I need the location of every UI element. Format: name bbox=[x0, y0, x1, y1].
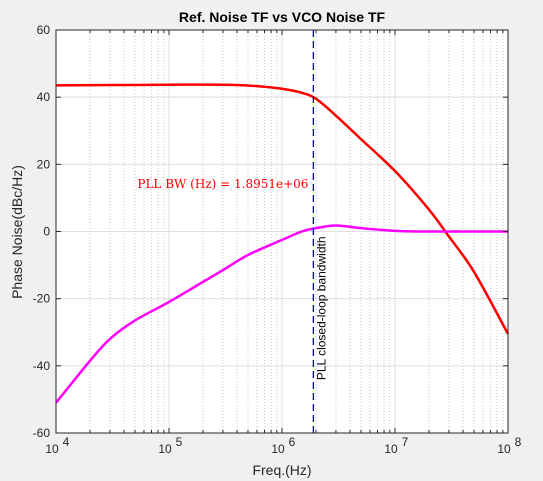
x-tick-label: 10 bbox=[384, 442, 398, 456]
x-tick-label: 10 bbox=[271, 442, 285, 456]
x-tick-exponent: 8 bbox=[515, 435, 522, 449]
y-tick-label: -40 bbox=[33, 359, 51, 373]
x-tick-label: 10 bbox=[158, 442, 172, 456]
y-tick-label: 40 bbox=[37, 90, 51, 104]
y-tick-labels: -60 -40 -20 0 20 40 60 bbox=[33, 23, 51, 440]
tick-marks bbox=[55, 29, 509, 434]
x-tick-label: 10 bbox=[497, 442, 511, 456]
x-tick-exponent: 4 bbox=[63, 435, 70, 449]
y-tick-label: 20 bbox=[37, 157, 51, 171]
x-axis-label: Freq.(Hz) bbox=[252, 462, 311, 478]
y-tick-label: 60 bbox=[37, 23, 51, 37]
x-tick-exponent: 5 bbox=[176, 435, 183, 449]
vco-noise-tf-line bbox=[55, 224, 509, 404]
x-tick-label: 10 bbox=[45, 442, 59, 456]
ref-noise-tf-line bbox=[55, 83, 510, 335]
pll-bw-annotation: PLL BW (Hz) = 1.8951e+06 bbox=[137, 177, 308, 191]
pll-bandwidth-label: PLL closed-loop bandwidth bbox=[314, 237, 328, 381]
series-layer bbox=[55, 83, 510, 404]
chart-title: Ref. Noise TF vs VCO Noise TF bbox=[179, 9, 386, 25]
x-tick-exponent: 7 bbox=[402, 435, 409, 449]
y-tick-label: 0 bbox=[43, 225, 50, 239]
x-tick-labels: 10 4 10 5 10 6 10 7 10 8 bbox=[45, 435, 521, 456]
x-tick-exponent: 6 bbox=[289, 435, 296, 449]
y-tick-label: -60 bbox=[33, 426, 51, 440]
y-tick-label: -20 bbox=[33, 292, 51, 306]
y-axis-label: Phase Noise(dBc/Hz) bbox=[9, 165, 25, 299]
